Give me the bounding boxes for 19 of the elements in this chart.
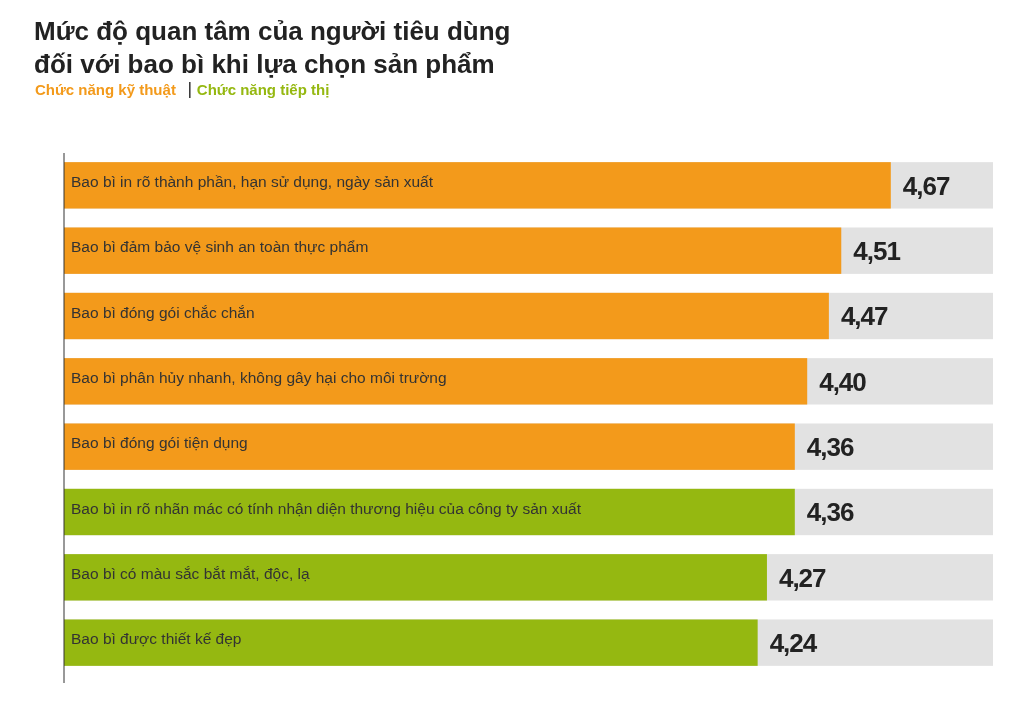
data-label: 4,40 [819, 366, 867, 397]
y-tick-label: Bao bì in rõ thành phần, hạn sử dụng, ngày sản xuất [71, 172, 434, 190]
data-label: 4,47 [840, 301, 889, 332]
y-tick-label: Bao bì đóng gói tiện dụng [71, 434, 248, 452]
y-tick-label: Bao bì có màu sắc bắt mắt, độc, lạ [71, 564, 311, 582]
y-tick-label: Bao bì phân hủy nhanh, không gây hại cho môi trường [71, 368, 447, 386]
y-tick-label: Bao bì đóng gói chắc chắn [71, 303, 255, 321]
y-tick-label: Bao bì in rõ nhãn mác có tính nhận diện thương hiệu của công ty sản xuất [71, 499, 582, 517]
data-label: 4,24 [769, 628, 818, 659]
y-tick-label: Bao bì được thiết kế đẹp [71, 630, 242, 648]
data-label: 4,51 [853, 236, 901, 267]
chart-title: Mức độ quan tâm của người tiêu dùng đối với bao bì khi lựa chọn sản phẩm [34, 16, 511, 79]
text: Chức năng kỹ thuật [35, 81, 176, 98]
data-label: 4,36 [806, 432, 854, 463]
data-label: 4,67 [902, 170, 950, 201]
text: Chức năng tiếp thị [196, 81, 330, 98]
data-label: 4,27 [778, 562, 827, 593]
y-tick-label: Bao bì đảm bảo vệ sinh an toàn thực phẩm [71, 238, 369, 256]
data-label: 4,36 [806, 497, 854, 528]
